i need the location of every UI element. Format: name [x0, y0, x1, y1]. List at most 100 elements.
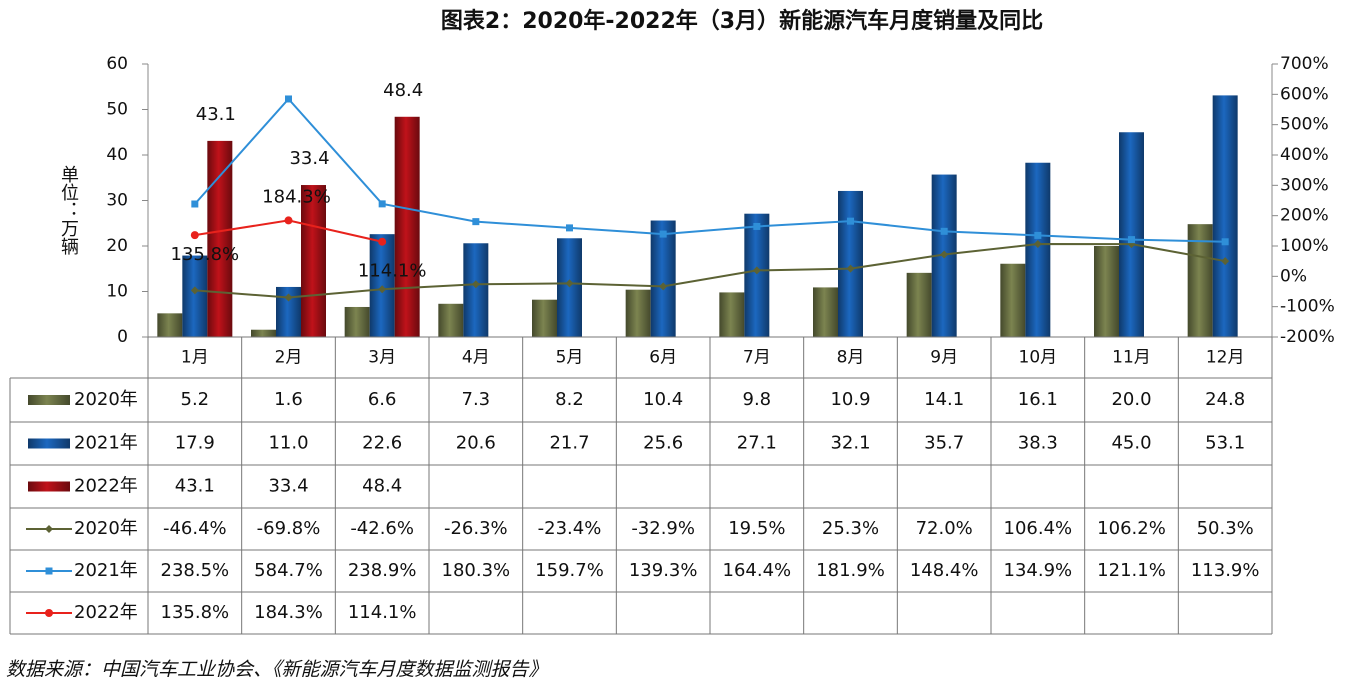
table-cell: 25.3%	[822, 518, 879, 539]
bar-label: 43.1	[196, 104, 236, 125]
legend-label: 2021年	[74, 433, 138, 454]
y2-tick-label: 300%	[1280, 175, 1329, 195]
line-marker	[378, 237, 387, 246]
x-tick-label: 7月	[743, 348, 771, 368]
y2-tick-label: 0%	[1280, 266, 1307, 286]
table-cell: 10.4	[643, 389, 683, 410]
line-marker	[659, 230, 667, 238]
table-cell: 16.1	[1018, 389, 1058, 410]
line-marker	[471, 280, 480, 289]
x-tick-label: 5月	[556, 348, 584, 368]
table-cell: 1.6	[274, 389, 303, 410]
bar-label: 48.4	[383, 80, 423, 101]
y2-tick-label: 100%	[1280, 236, 1329, 256]
y-axis-label: 单位：万辆	[58, 165, 79, 256]
table-cell: 50.3%	[1197, 518, 1254, 539]
table-cell: 139.3%	[629, 560, 698, 581]
y2-tick-label: -200%	[1280, 327, 1335, 347]
x-tick-label: 2月	[275, 348, 303, 368]
line-label: 135.8%	[171, 244, 240, 265]
y2-tick-label: 400%	[1280, 145, 1329, 165]
x-tick-label: 9月	[930, 348, 958, 368]
line-marker	[1221, 257, 1230, 266]
line	[194, 97, 1226, 243]
table-cell: 121.1%	[1097, 560, 1166, 581]
table-cell: 8.2	[555, 389, 584, 410]
table-cell: 180.3%	[442, 560, 511, 581]
line-marker	[565, 279, 574, 288]
y-tick-label: 60	[106, 54, 128, 74]
x-tick-label: 10月	[1019, 348, 1058, 368]
bar	[625, 289, 651, 337]
bar	[1000, 263, 1026, 337]
x-tick-label: 12月	[1206, 348, 1245, 368]
table-cell: 7.3	[462, 389, 491, 410]
line-marker	[285, 95, 292, 103]
line-marker	[378, 200, 386, 208]
bar-label: 33.4	[289, 148, 329, 169]
table-cell: 20.0	[1111, 389, 1151, 410]
source: 数据来源：中国汽车工业协会、《新能源汽车月度数据监测报告》	[6, 659, 548, 681]
table-cell: 134.9%	[1004, 560, 1073, 581]
bar	[207, 140, 233, 337]
table-cell: 114.1%	[348, 602, 417, 623]
table-cell: -23.4%	[538, 518, 602, 539]
bar	[1119, 132, 1144, 337]
bar	[438, 303, 464, 337]
line-marker	[190, 231, 199, 240]
table-cell: 238.5%	[161, 560, 230, 581]
x-tick-label: 1月	[181, 348, 209, 368]
bar	[157, 313, 183, 337]
table-cell: 48.4	[362, 476, 402, 497]
x-tick-label: 8月	[837, 348, 865, 368]
legend-label: 2022年	[74, 476, 138, 497]
legend-marker	[45, 525, 53, 533]
legend-marker	[45, 567, 53, 575]
y-tick-label: 20	[106, 236, 128, 256]
table-cell: -26.3%	[444, 518, 508, 539]
bar	[463, 243, 489, 337]
y2-tick-label: 700%	[1280, 54, 1329, 74]
y2-tick-label: 500%	[1280, 115, 1329, 135]
bar	[650, 220, 676, 337]
table-cell: 184.3%	[254, 602, 323, 623]
legend-icon	[28, 395, 70, 405]
line-marker	[1221, 238, 1229, 246]
table-cell: 238.9%	[348, 560, 417, 581]
line-marker	[566, 224, 573, 232]
bar	[182, 255, 208, 337]
legend-marker	[45, 609, 53, 617]
y2-tick-label: 600%	[1280, 84, 1329, 104]
table-cell: 164.4%	[723, 560, 792, 581]
bar	[344, 306, 370, 337]
legend-label: 2022年	[74, 602, 138, 623]
table-cell: 20.6	[456, 433, 496, 454]
line-label: 114.1%	[358, 261, 427, 282]
bar	[813, 287, 838, 337]
line-marker	[284, 216, 293, 225]
line-marker	[191, 200, 199, 208]
line-marker	[846, 264, 855, 273]
line-marker	[940, 227, 948, 235]
line-marker	[752, 266, 761, 275]
table-cell: 10.9	[830, 389, 870, 410]
table-cell: 43.1	[175, 476, 215, 497]
table-cell: 14.1	[924, 389, 964, 410]
table-cell: 5.2	[181, 389, 210, 410]
line-marker	[1033, 240, 1042, 249]
line-label: 184.3%	[262, 186, 331, 207]
table-cell: 17.9	[175, 433, 215, 454]
x-tick-label: 11月	[1112, 348, 1151, 368]
line-marker	[1034, 231, 1042, 239]
table-cell: 106.2%	[1097, 518, 1166, 539]
x-tick-label: 4月	[462, 348, 490, 368]
table-cell: 6.6	[368, 389, 397, 410]
bar	[1187, 224, 1213, 337]
table-cell: 24.8	[1205, 389, 1245, 410]
line-marker	[753, 222, 761, 230]
table-cell: 11.0	[268, 433, 308, 454]
bar	[906, 272, 932, 337]
y-tick-label: 10	[106, 282, 128, 302]
table-cell: 19.5%	[728, 518, 785, 539]
